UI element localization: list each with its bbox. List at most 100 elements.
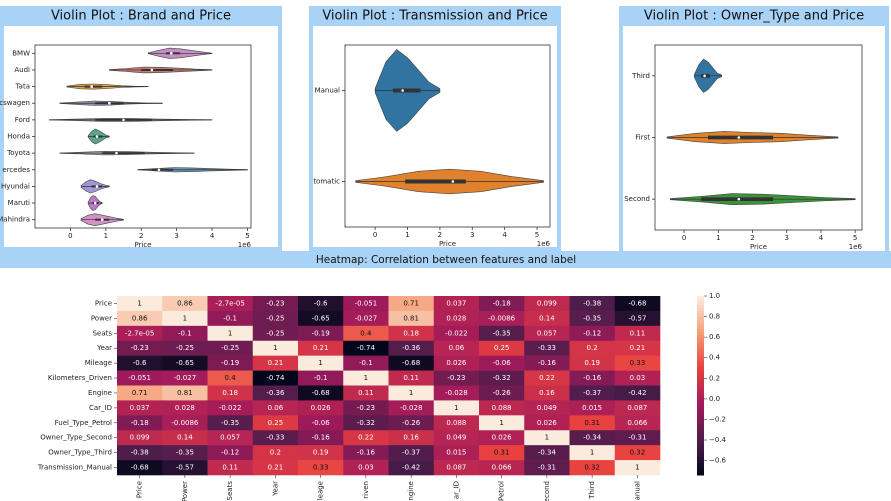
cell-label: 0.4 xyxy=(225,374,237,382)
x-tick-label: 1 xyxy=(405,231,409,239)
heatmap-cell xyxy=(252,430,299,446)
cell-label: -0.33 xyxy=(266,434,284,442)
cell-label: -0.57 xyxy=(176,464,194,472)
heatmap-cell xyxy=(569,385,616,401)
heatmap-cell xyxy=(433,370,480,386)
heatmap-cell xyxy=(117,310,163,327)
cell-label: 0.19 xyxy=(313,449,329,457)
heatmap-cell xyxy=(117,415,163,431)
y-tick-label: Audi xyxy=(14,66,30,74)
cell-label: -0.35 xyxy=(176,449,194,457)
heatmap-cell xyxy=(433,430,480,446)
cell-label: -0.23 xyxy=(357,404,375,412)
heatmap-cell xyxy=(162,430,208,446)
x-tick-label: 0 xyxy=(682,234,686,242)
colorbar-segment xyxy=(697,346,704,351)
y-tick-label: Kilometers_Driven xyxy=(48,374,112,382)
colorbar-segment xyxy=(697,427,704,431)
cell-label: -0.051 xyxy=(128,374,151,382)
heatmap-cell xyxy=(569,355,616,371)
heatmap-cell xyxy=(524,325,570,342)
heatmap-cell xyxy=(207,445,254,461)
cell-label: 0.015 xyxy=(582,404,602,412)
colorbar-tick-label: 0.0 xyxy=(709,395,720,403)
colorbar-segment xyxy=(697,442,704,446)
heatmap-cell xyxy=(298,460,344,476)
cell-label: -0.65 xyxy=(312,314,330,322)
cell-label: 0.33 xyxy=(630,359,646,367)
cell-label: 0.087 xyxy=(627,404,647,412)
cell-label: 0.06 xyxy=(268,404,284,412)
heatmap-cell xyxy=(252,385,299,401)
cell-label: 0.015 xyxy=(446,449,466,457)
heatmap-cell xyxy=(117,355,163,371)
heatmap-cell xyxy=(524,370,570,386)
x-tick-label: Petrol xyxy=(498,481,506,501)
heatmap-cell xyxy=(343,310,389,327)
cell-label: -0.25 xyxy=(176,344,194,352)
colorbar-segment xyxy=(697,472,704,476)
cell-label: -0.19 xyxy=(221,359,239,367)
x-tick-label: 0 xyxy=(68,232,72,240)
heatmap-cell xyxy=(162,400,208,416)
median xyxy=(157,168,161,172)
plot-frame xyxy=(344,44,551,228)
cell-label: 0.037 xyxy=(446,299,466,307)
heatmap-cell xyxy=(252,296,299,312)
colorbar-segment xyxy=(697,412,704,416)
cell-label: -0.6 xyxy=(314,299,328,307)
colorbar-segment xyxy=(697,394,704,398)
cell-label: -0.19 xyxy=(312,329,330,337)
cell-label: 0.81 xyxy=(177,389,193,397)
colorbar-segment xyxy=(697,376,704,381)
heatmap-cell xyxy=(207,296,254,312)
x-tick-label: 4 xyxy=(210,232,215,240)
heatmap-cell xyxy=(614,355,661,371)
heatmap-cell xyxy=(343,445,389,461)
heatmap-cell xyxy=(524,310,570,327)
cell-label: -0.23 xyxy=(447,374,465,382)
heatmap-cell xyxy=(388,385,435,401)
y-tick-label: Tata xyxy=(15,83,30,91)
cell-label: 0.03 xyxy=(630,374,646,382)
y-tick-label: Hyundai xyxy=(1,182,30,190)
x-tick-label: 5 xyxy=(535,231,539,239)
cell-label: -0.18 xyxy=(131,419,149,427)
cell-label: -0.1 xyxy=(178,329,192,337)
cell-label: -2.7e-05 xyxy=(125,329,154,337)
colorbar-segment xyxy=(697,298,704,303)
y-tick-label: Ford xyxy=(15,116,30,124)
heatmap-cell xyxy=(162,325,208,342)
cell-label: -0.1 xyxy=(223,314,237,322)
heatmap-cell xyxy=(388,340,435,356)
colorbar-tick-label: −0.6 xyxy=(709,457,727,465)
cell-label: 1 xyxy=(590,449,594,457)
colorbar-segment xyxy=(697,334,704,339)
heatmap-cell xyxy=(524,296,570,312)
colorbar-segment xyxy=(697,445,704,449)
cell-label: 0.099 xyxy=(537,299,557,307)
heatmap-cell xyxy=(207,355,254,371)
y-tick-label: BMW xyxy=(12,49,30,57)
cell-label: 0.31 xyxy=(584,419,600,427)
x-tick-label: 0 xyxy=(373,231,377,239)
cell-label: -0.35 xyxy=(221,419,239,427)
heatmap-cell xyxy=(614,460,661,476)
heatmap-cell xyxy=(252,325,299,342)
heatmap-cell xyxy=(252,445,299,461)
heatmap-cell xyxy=(614,370,661,386)
y-tick-label: Transmission_Manual xyxy=(37,464,112,472)
heatmap-cell xyxy=(162,385,208,401)
x-tick-label: 2 xyxy=(139,232,143,240)
x-offset-label: 1e6 xyxy=(238,241,252,249)
heatmap-cell xyxy=(117,445,163,461)
cell-label: 1 xyxy=(409,389,413,397)
heatmap-cell xyxy=(207,370,254,386)
cell-label: 0.057 xyxy=(220,434,240,442)
cell-label: 0.86 xyxy=(132,314,148,322)
colorbar-segment xyxy=(697,418,704,422)
colorbar-tick-label: −0.2 xyxy=(709,415,726,423)
chart-title: Violin Plot : Transmission and Price xyxy=(322,9,547,24)
cell-label: 0.11 xyxy=(358,389,374,397)
cell-label: -2.7e-05 xyxy=(215,299,244,307)
